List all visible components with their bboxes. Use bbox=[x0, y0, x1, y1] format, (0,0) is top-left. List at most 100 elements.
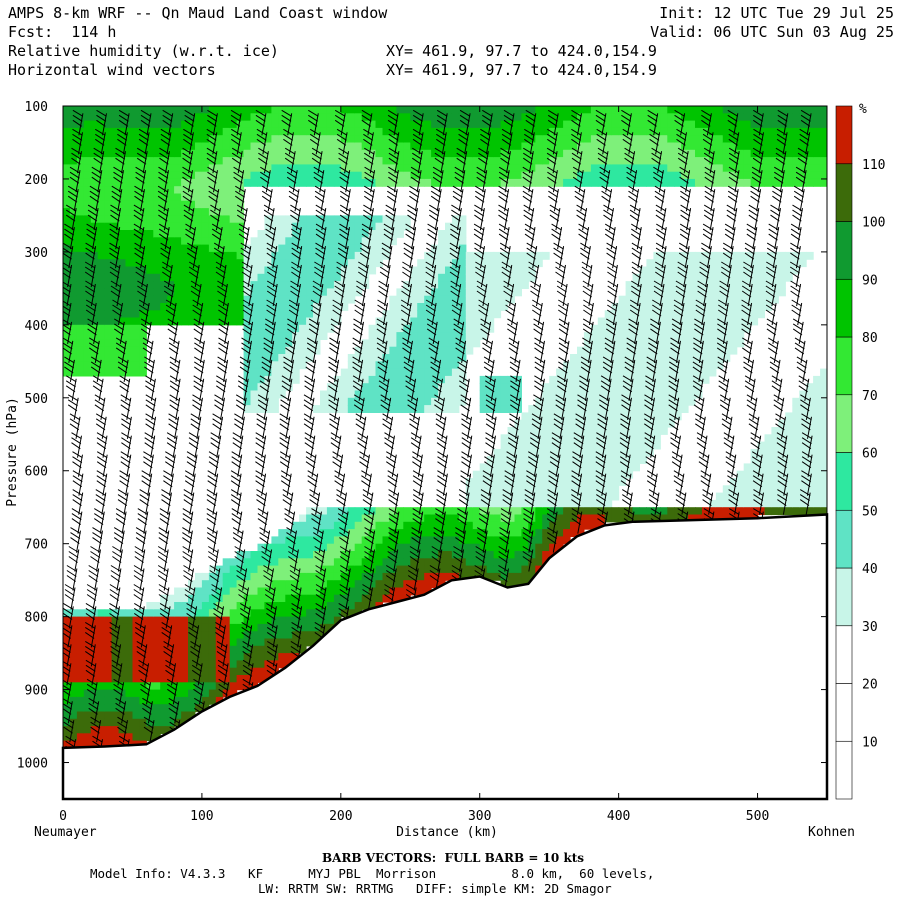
humidity-cell bbox=[76, 704, 85, 713]
humidity-cell bbox=[458, 288, 467, 297]
humidity-cell bbox=[181, 171, 189, 180]
humidity-cell bbox=[722, 135, 731, 144]
humidity-cell bbox=[63, 288, 71, 297]
humidity-cell bbox=[215, 303, 224, 311]
humidity-cell bbox=[403, 149, 411, 158]
humidity-cell bbox=[771, 113, 779, 122]
wind-barb bbox=[110, 565, 122, 591]
humidity-cell bbox=[208, 580, 217, 589]
humidity-cell bbox=[604, 492, 613, 501]
humidity-cell bbox=[90, 142, 99, 151]
humidity-cell bbox=[354, 230, 363, 238]
humidity-cell bbox=[76, 186, 85, 195]
humidity-cell bbox=[313, 164, 321, 173]
humidity-cell bbox=[306, 572, 314, 581]
humidity-cell bbox=[625, 113, 634, 122]
humidity-cell bbox=[333, 303, 342, 311]
humidity-cell bbox=[715, 106, 724, 114]
humidity-cell bbox=[306, 529, 314, 537]
humidity-cell bbox=[660, 303, 668, 311]
wind-barb bbox=[158, 584, 170, 610]
humidity-cell bbox=[354, 127, 363, 136]
humidity-cell bbox=[257, 244, 265, 253]
humidity-cell bbox=[639, 514, 647, 523]
humidity-cell bbox=[799, 463, 807, 472]
humidity-cell bbox=[514, 529, 522, 537]
humidity-cell bbox=[208, 120, 217, 129]
humidity-cell bbox=[778, 251, 786, 260]
humidity-cell bbox=[813, 507, 821, 516]
humidity-cell bbox=[222, 266, 231, 275]
humidity-cell bbox=[465, 529, 474, 537]
humidity-cell bbox=[326, 295, 335, 304]
humidity-cell bbox=[535, 251, 543, 260]
humidity-cell bbox=[250, 317, 258, 326]
humidity-cell bbox=[604, 427, 613, 435]
humidity-cell bbox=[667, 507, 675, 516]
humidity-cell bbox=[577, 499, 585, 508]
humidity-cell bbox=[577, 106, 585, 114]
humidity-cell bbox=[333, 616, 342, 625]
humidity-cell bbox=[347, 106, 356, 114]
humidity-cell bbox=[63, 273, 71, 282]
humidity-cell bbox=[493, 142, 502, 151]
humidity-cell bbox=[403, 157, 411, 165]
humidity-cell bbox=[264, 281, 272, 289]
humidity-cell bbox=[306, 230, 314, 238]
humidity-cell bbox=[125, 208, 133, 216]
humidity-cell bbox=[236, 281, 245, 289]
humidity-cell bbox=[229, 281, 238, 289]
humidity-cell bbox=[188, 587, 196, 596]
humidity-cell bbox=[639, 178, 647, 187]
humidity-cell bbox=[708, 106, 717, 114]
humidity-cell bbox=[424, 361, 432, 370]
humidity-cell bbox=[264, 653, 272, 661]
humidity-cell bbox=[535, 499, 543, 508]
humidity-cell bbox=[104, 354, 113, 362]
humidity-cell bbox=[299, 222, 307, 231]
humidity-cell bbox=[632, 135, 640, 144]
humidity-cell bbox=[424, 565, 432, 574]
humidity-cell bbox=[347, 551, 356, 559]
humidity-cell bbox=[458, 346, 467, 355]
humidity-cell bbox=[431, 295, 439, 304]
humidity-cell bbox=[486, 135, 495, 144]
humidity-cell bbox=[479, 113, 488, 122]
humidity-cell bbox=[722, 259, 731, 268]
humidity-cell bbox=[160, 623, 168, 632]
humidity-cell bbox=[313, 507, 321, 516]
wind-barb bbox=[143, 716, 155, 743]
humidity-cell bbox=[125, 696, 133, 705]
humidity-cell bbox=[674, 354, 682, 362]
humidity-cell bbox=[139, 733, 147, 742]
humidity-cell bbox=[542, 536, 550, 545]
humidity-cell bbox=[445, 354, 453, 362]
humidity-cell bbox=[583, 142, 592, 151]
humidity-cell bbox=[632, 456, 640, 464]
humidity-cell bbox=[507, 164, 515, 173]
humidity-cell bbox=[326, 572, 335, 581]
humidity-cell bbox=[111, 667, 120, 676]
humidity-cell bbox=[306, 616, 314, 625]
humidity-cell bbox=[479, 405, 488, 413]
wind-barb bbox=[135, 261, 147, 288]
humidity-cell bbox=[438, 295, 446, 304]
humidity-cell bbox=[361, 164, 370, 173]
humidity-cell bbox=[535, 397, 543, 406]
humidity-cell bbox=[757, 164, 765, 173]
humidity-cell bbox=[486, 558, 495, 567]
humidity-cell bbox=[743, 485, 752, 494]
humidity-cell bbox=[431, 536, 439, 545]
wind-barb bbox=[194, 356, 205, 382]
humidity-cell bbox=[264, 259, 272, 268]
humidity-cell bbox=[632, 412, 640, 421]
humidity-cell bbox=[507, 288, 515, 297]
humidity-cell bbox=[660, 332, 668, 340]
humidity-cell bbox=[618, 514, 627, 523]
humidity-cell bbox=[174, 259, 182, 268]
humidity-cell bbox=[785, 499, 793, 508]
humidity-cell bbox=[83, 645, 92, 654]
humidity-cell bbox=[604, 106, 613, 114]
humidity-cell bbox=[215, 295, 224, 304]
humidity-cell bbox=[340, 237, 349, 246]
